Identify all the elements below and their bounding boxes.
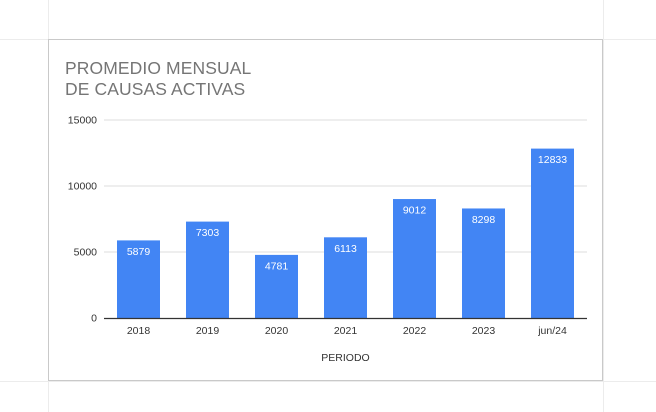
chart-title-line-2: DE CAUSAS ACTIVAS: [65, 79, 246, 99]
bar-value-label: 5879: [127, 246, 151, 258]
x-tick-label: 2022: [403, 325, 427, 337]
x-tick-label: 2021: [334, 325, 358, 337]
sheet-gridline: [0, 381, 656, 382]
x-axis-tick-labels: 2018 2019 2020 2021 2022 2023 jun/24: [127, 325, 567, 337]
bar-value-label: 12833: [538, 154, 567, 166]
gridlines: [104, 119, 587, 253]
x-tick-label: 2019: [196, 325, 220, 337]
y-tick-label: 0: [91, 313, 97, 325]
bar[interactable]: [531, 148, 574, 318]
x-axis-title: PERIODO: [321, 352, 369, 364]
bar[interactable]: [117, 240, 160, 318]
bar-value-label: 9012: [403, 205, 427, 217]
x-tick-label: 2018: [127, 325, 151, 337]
y-tick-label: 15000: [68, 115, 97, 127]
bar[interactable]: [462, 208, 505, 318]
bar-value-label: 7303: [196, 227, 220, 239]
x-tick-label: 2023: [472, 325, 496, 337]
chart-title: PROMEDIO MENSUAL DE CAUSAS ACTIVAS: [65, 58, 365, 100]
x-tick-label: 2020: [265, 325, 289, 337]
bar[interactable]: [393, 199, 436, 318]
y-tick-label: 5000: [74, 247, 98, 259]
chart-card[interactable]: [48, 39, 603, 381]
bars: [117, 148, 574, 318]
bar[interactable]: [255, 254, 298, 318]
x-tick-label: jun/24: [537, 325, 567, 337]
bar[interactable]: [324, 237, 367, 318]
sheet-gridline: [603, 0, 604, 412]
chart-title-line-1: PROMEDIO MENSUAL: [65, 58, 252, 78]
bar-value-label: 6113: [334, 243, 357, 255]
y-tick-label: 10000: [68, 181, 97, 193]
bar-value-label: 8298: [472, 214, 496, 226]
bar-value-label: 4781: [265, 260, 289, 272]
y-axis-tick-labels: 0 5000 10000 15000: [68, 115, 97, 325]
bar[interactable]: [186, 221, 229, 318]
data-labels: 5879 7303 4781 6113 9012 8298 12833: [127, 154, 567, 272]
